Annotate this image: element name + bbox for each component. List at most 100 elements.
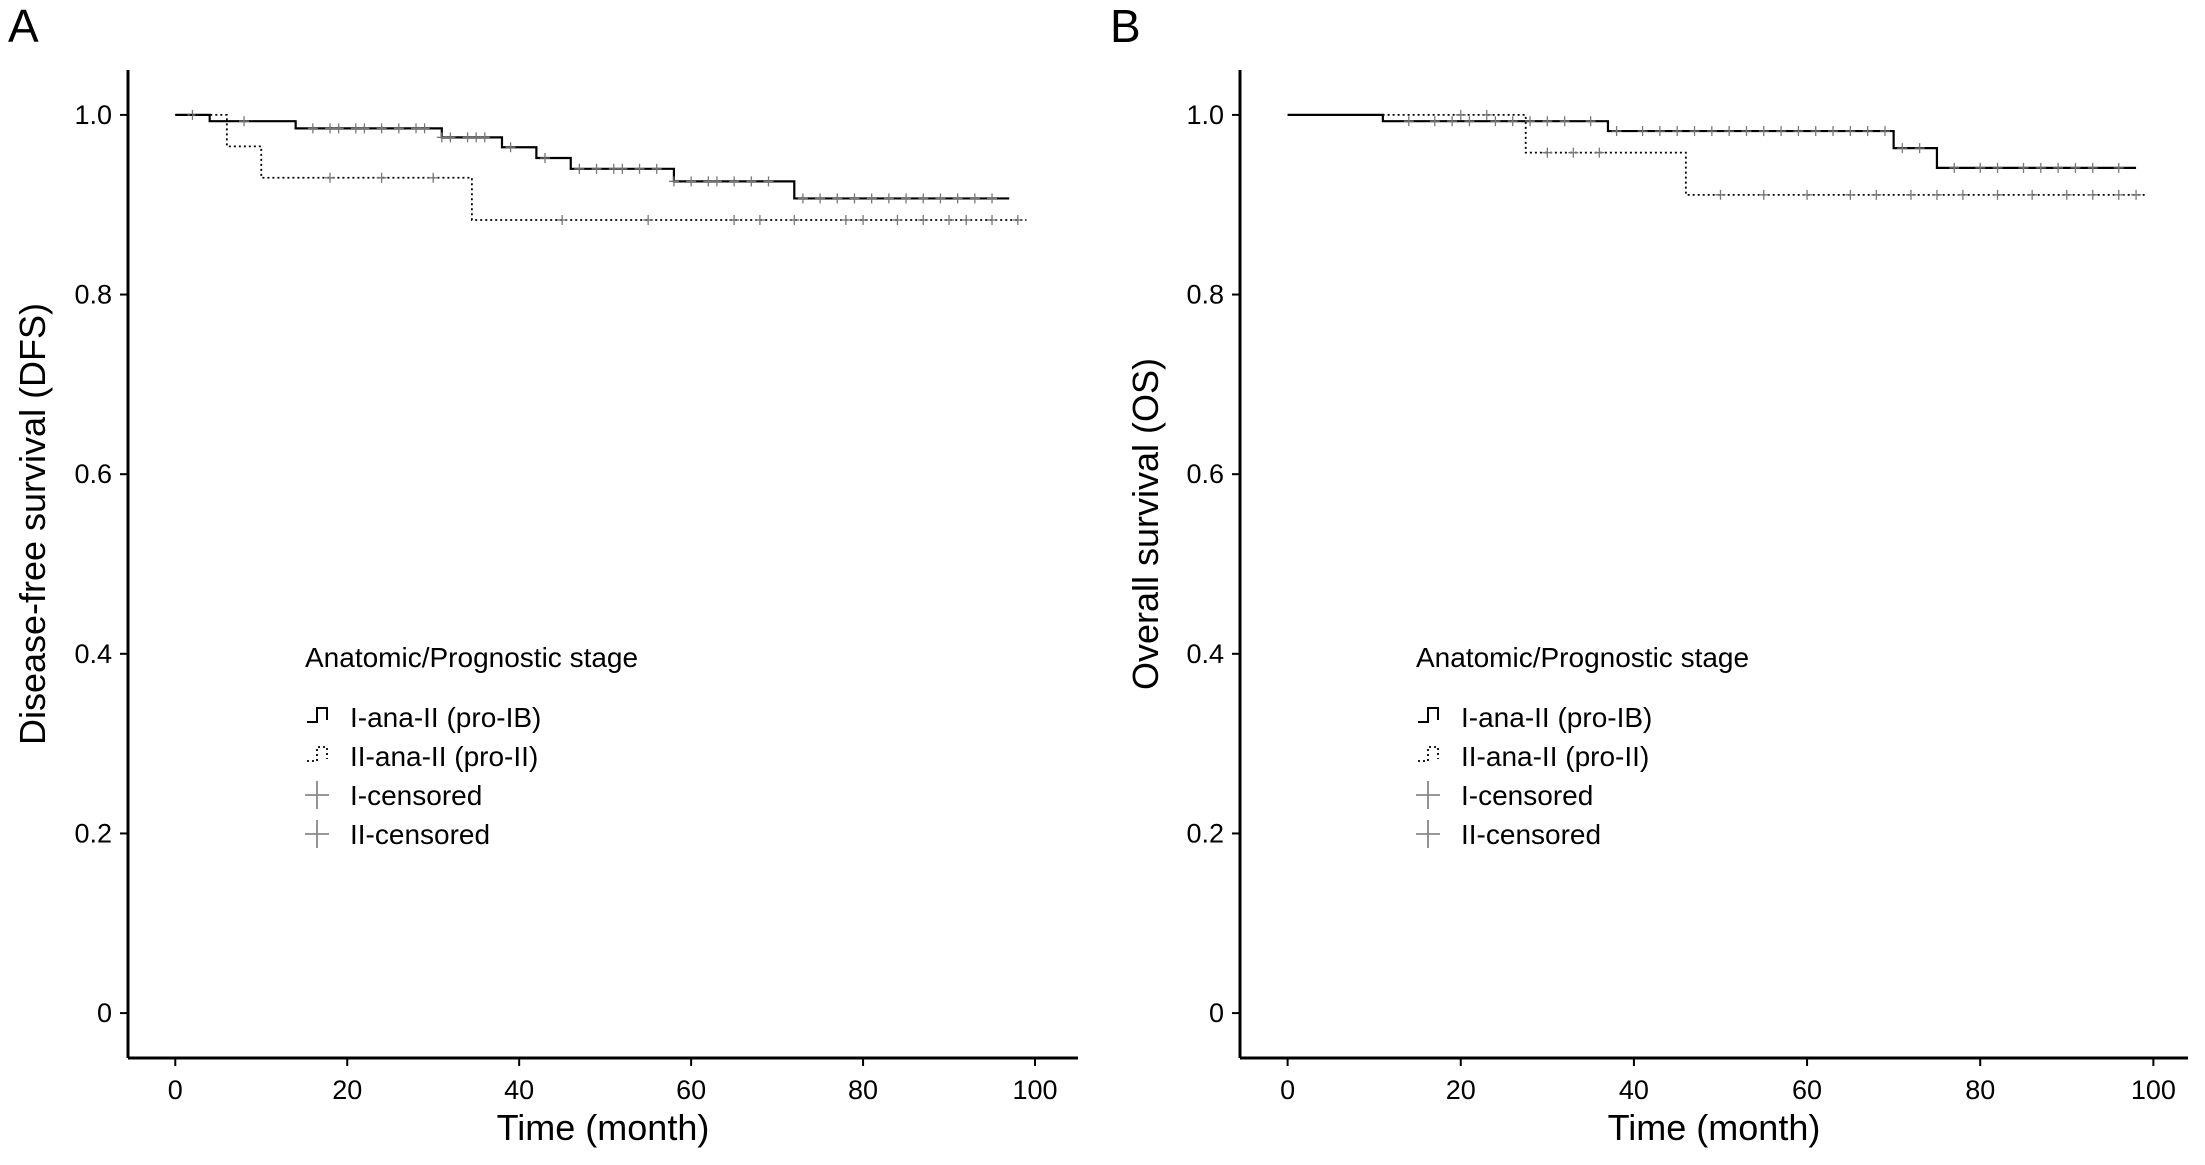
x-axis-title: Time (month) (497, 1107, 710, 1148)
censor-mark-stage-ii (1931, 189, 1942, 200)
censor-mark-stage-i (1793, 126, 1804, 137)
censor-mark-stage-ii (987, 214, 998, 225)
censor-mark-stage-ii (892, 214, 903, 225)
survival-curve-stage-ii (1287, 114, 2145, 196)
censor-mark-stage-ii (643, 214, 654, 225)
censor-mark-stage-i (729, 176, 740, 187)
censor-mark-stage-i (1559, 116, 1570, 127)
censor-mark-stage-i (419, 123, 430, 134)
censor-mark-stage-i (1706, 126, 1717, 137)
censor-mark-stage-i (591, 163, 602, 174)
survival-curve-stage-i (1287, 113, 2137, 170)
censor-mark-stage-i (1464, 116, 1475, 127)
censor-mark-stage-i (866, 193, 877, 204)
censor-mark-stage-i (711, 176, 722, 187)
chart-panel-a: A 0 0.2 0.4 0.6 0.8 1.0 0 20 40 60 80 100 Time (month… (8, 0, 1078, 1148)
censor-mark-stage-i (883, 193, 894, 204)
x-tick-label: 40 (1619, 1075, 1649, 1105)
censor-mark-stage-i (2113, 162, 2124, 173)
censor-mark-stage-i (2035, 162, 2046, 173)
panel-letter: B (1110, 0, 1141, 52)
x-tick-label: 80 (1965, 1075, 1995, 1105)
censor-mark-stage-i (1447, 116, 1458, 127)
legend-swatch-censor (305, 781, 329, 809)
censor-mark-stage-ii (2027, 189, 2038, 200)
censor-mark-stage-ii (1802, 189, 1813, 200)
censor-mark-stage-ii (325, 172, 336, 183)
censor-mark-stage-i (668, 176, 679, 187)
censor-mark-stage-i (849, 193, 860, 204)
x-tick-label: 0 (1280, 1075, 1295, 1105)
x-tick-label: 20 (1446, 1075, 1476, 1105)
censor-mark-stage-i (1611, 126, 1622, 137)
censor-mark-stage-i (350, 123, 361, 134)
censor-mark-stage-i (703, 176, 714, 187)
censor-mark-stage-i (1975, 162, 1986, 173)
censor-mark-stage-ii (1481, 109, 1492, 120)
legend-entry-label: II-ana-II (pro-II) (1461, 741, 1649, 772)
censor-mark-stage-ii (729, 214, 740, 225)
censor-mark-stage-ii (1715, 189, 1726, 200)
x-tick-label: 80 (848, 1075, 878, 1105)
y-tick-label: 0.8 (1186, 280, 1224, 310)
censor-mark-stage-ii (1012, 214, 1023, 225)
y-tick-label: 1.0 (1186, 100, 1224, 130)
censor-mark-stage-i (2070, 162, 2081, 173)
censor-mark-stage-i (1879, 126, 1890, 137)
x-tick-label: 60 (676, 1075, 706, 1105)
censor-mark-stage-ii (858, 214, 869, 225)
censor-mark-stage-i (1403, 116, 1414, 127)
censor-mark-stage-i (746, 176, 757, 187)
censor-mark-stage-i (376, 123, 387, 134)
censor-mark-stage-ii (1871, 189, 1882, 200)
censor-mark-stage-i (815, 193, 826, 204)
censor-mark-stage-i (2018, 162, 2029, 173)
legend-title: Anatomic/Prognostic stage (1416, 642, 1749, 673)
censor-mark-stage-ii (918, 214, 929, 225)
censor-mark-stage-ii (1957, 189, 1968, 200)
censor-mark-stage-i (1914, 143, 1925, 154)
censor-mark-stage-i (634, 163, 645, 174)
legend-swatch-solid (1418, 707, 1439, 723)
censor-mark-stage-i (2087, 162, 2098, 173)
legend-swatch-dotted (1418, 746, 1439, 762)
censor-mark-stage-i (686, 176, 697, 187)
y-tick-label: 0.4 (74, 639, 112, 669)
censor-mark-stage-i (2053, 162, 2064, 173)
censor-mark-stage-i (1429, 116, 1440, 127)
censor-mark-stage-i (539, 153, 550, 164)
censor-mark-stage-i (1862, 126, 1873, 137)
censor-mark-stage-i (935, 193, 946, 204)
censor-mark-stage-i (505, 142, 516, 153)
censor-mark-stage-ii (1594, 147, 1605, 158)
censor-mark-stage-ii (428, 172, 439, 183)
censor-mark-stage-i (1490, 116, 1501, 127)
censor-mark-stage-i (1741, 126, 1752, 137)
censor-mark-stage-ii (1568, 147, 1579, 158)
x-tick-label: 60 (1792, 1075, 1822, 1105)
legend-entry-label: II-censored (350, 819, 490, 850)
censor-mark-stage-i (1672, 126, 1683, 137)
legend-entry-label: I-censored (1461, 780, 1593, 811)
x-tick-label: 20 (332, 1075, 362, 1105)
x-tick-label: 0 (168, 1075, 183, 1105)
y-tick-label: 0.2 (1186, 818, 1224, 848)
censor-mark-stage-ii (840, 214, 851, 225)
censor-mark-stage-i (325, 123, 336, 134)
y-tick-label: 0 (97, 998, 112, 1028)
survival-curve-stage-ii (175, 114, 1027, 221)
legend-swatch-dotted (307, 746, 328, 762)
censor-mark-stage-i (333, 123, 344, 134)
censor-mark-stage-i (471, 132, 482, 143)
censor-mark-stage-i (617, 163, 628, 174)
censor-mark-stage-i (1776, 126, 1787, 137)
x-axis-title: Time (month) (1608, 1107, 1821, 1148)
censor-mark-stage-i (1654, 126, 1665, 137)
censor-mark-stage-i (1689, 126, 1700, 137)
y-tick-label: 1.0 (74, 100, 112, 130)
censor-mark-stage-ii (789, 214, 800, 225)
censor-mark-stage-i (969, 193, 980, 204)
censor-mark-stage-ii (1845, 189, 1856, 200)
censor-mark-stage-i (1525, 116, 1536, 127)
legend-title: Anatomic/Prognostic stage (305, 642, 638, 673)
